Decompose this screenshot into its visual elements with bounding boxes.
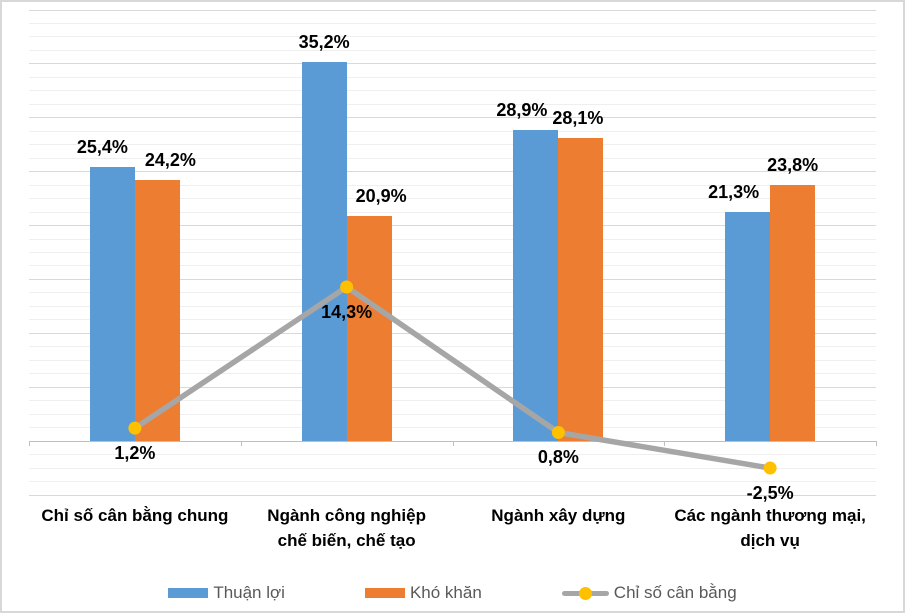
- bar-thuan-loi: [513, 129, 559, 442]
- minor-gridline: [29, 292, 876, 294]
- minor-gridline: [29, 238, 876, 240]
- line-data-label: 14,3%: [321, 301, 373, 322]
- minor-gridline: [29, 400, 876, 402]
- bar-data-label: 21,3%: [708, 181, 760, 202]
- axis-tick: [452, 441, 454, 447]
- major-gridline: [29, 332, 876, 334]
- minor-gridline: [29, 198, 876, 200]
- minor-gridline: [29, 454, 876, 456]
- bar-data-label: 35,2%: [298, 31, 350, 52]
- minor-gridline: [29, 76, 876, 78]
- bar-thuan-loi: [725, 211, 771, 442]
- category-label: Ngành công nghiệp chế biến, chế tạo: [267, 506, 426, 550]
- major-gridline: [29, 63, 876, 65]
- balance-index-line: [132, 284, 773, 471]
- minor-gridline: [29, 481, 876, 483]
- minor-gridline: [29, 319, 876, 321]
- line-marker-swatch-icon: [561, 586, 609, 600]
- minor-gridline: [29, 305, 876, 307]
- minor-gridline: [29, 184, 876, 186]
- minor-gridline: [29, 144, 876, 146]
- bar-thuan-loi: [301, 61, 347, 442]
- minor-gridline: [29, 22, 876, 24]
- axis-tick: [29, 441, 30, 447]
- minor-gridline: [29, 346, 876, 348]
- major-gridline: [29, 386, 876, 388]
- bar-data-label: 28,1%: [552, 108, 604, 129]
- thuan-loi-swatch-icon: [168, 588, 209, 598]
- minor-gridline: [29, 211, 876, 213]
- line-marker-icon: [340, 280, 354, 294]
- line-data-label: 1,2%: [114, 443, 156, 464]
- minor-gridline: [29, 427, 876, 429]
- major-gridline: [29, 171, 876, 173]
- legend-label: Khó khăn: [409, 583, 482, 602]
- bar-kho-khan: [134, 180, 180, 442]
- major-gridline: [29, 225, 876, 227]
- legend-item-kho-khan: Khó khăn: [364, 581, 482, 605]
- category-label: Chỉ số cân bằng chung: [41, 506, 229, 525]
- minor-gridline: [29, 413, 876, 415]
- line-marker-icon: [763, 461, 777, 475]
- minor-gridline: [29, 252, 876, 253]
- axis-tick: [876, 441, 877, 447]
- major-gridline: [29, 494, 876, 496]
- bar-data-label: 24,2%: [144, 150, 196, 171]
- major-gridline: [29, 117, 876, 119]
- minor-gridline: [29, 265, 876, 267]
- minor-gridline: [29, 373, 876, 375]
- major-gridline: [29, 9, 876, 11]
- line-marker-icon: [128, 421, 142, 435]
- minor-gridline: [29, 90, 876, 92]
- category-label: Ngành xây dựng: [491, 506, 626, 525]
- legend-item-thuan-loi: Thuận lợi: [168, 581, 285, 605]
- major-gridline: [29, 278, 876, 280]
- minor-gridline: [29, 130, 876, 132]
- bar-thuan-loi: [89, 167, 135, 442]
- bar-data-label: 25,4%: [76, 137, 128, 158]
- bar-kho-khan: [558, 138, 604, 442]
- legend-item-chi-so-can-bang: Chỉ số cân bằng: [561, 581, 737, 605]
- legend-label: Thuận lợi: [213, 583, 285, 602]
- category-label: Các ngành thương mại, dịch vụ: [674, 506, 866, 550]
- bar-data-label: 28,9%: [496, 99, 548, 120]
- line-marker-icon: [551, 425, 565, 439]
- chart-legend: Thuận lợi Khó khăn Chỉ số cân bằng: [2, 580, 903, 606]
- line-data-label: 0,8%: [537, 447, 579, 468]
- bar-kho-khan: [346, 215, 392, 442]
- legend-label: Chỉ số cân bằng: [613, 583, 737, 602]
- minor-gridline: [29, 157, 876, 159]
- bar-data-label: 23,8%: [767, 154, 819, 175]
- line-data-label: -2,5%: [746, 483, 794, 504]
- minor-gridline: [29, 467, 876, 469]
- minor-gridline: [29, 103, 876, 105]
- minor-gridline: [29, 36, 876, 38]
- minor-gridline: [29, 49, 876, 51]
- kho-khan-swatch-icon: [364, 588, 405, 598]
- axis-tick: [240, 441, 242, 447]
- bar-data-label: 20,9%: [355, 185, 407, 206]
- axis-tick: [664, 441, 666, 447]
- bar-kho-khan: [770, 184, 816, 442]
- marker-dot-icon: [578, 586, 592, 600]
